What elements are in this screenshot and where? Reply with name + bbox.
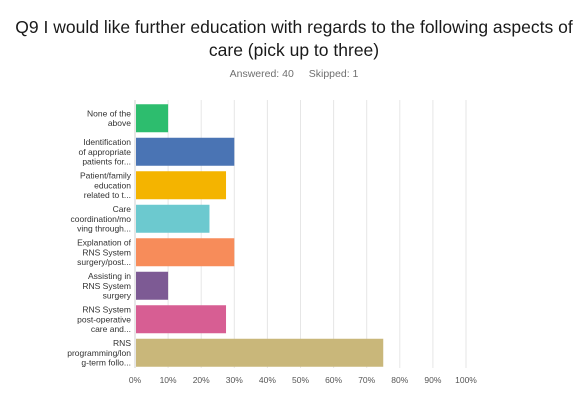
bar <box>136 338 384 367</box>
bars <box>136 104 384 367</box>
bar <box>136 271 169 300</box>
bar <box>136 204 210 233</box>
bar <box>136 238 235 267</box>
x-tick-label: 30% <box>226 375 243 385</box>
response-summary: Answered: 40 Skipped: 1 <box>0 68 588 80</box>
bar <box>136 305 227 334</box>
x-tick-label: 70% <box>358 375 375 385</box>
x-tick-label: 60% <box>325 375 342 385</box>
x-tick-label: 50% <box>292 375 309 385</box>
answered-count: Answered: 40 <box>229 68 294 80</box>
x-tick-label: 10% <box>160 375 177 385</box>
bar <box>136 104 169 133</box>
x-tick-label: 40% <box>259 375 276 385</box>
category-label: Assisting in RNS System surgery <box>82 271 131 300</box>
bar <box>136 171 227 200</box>
category-label: Care coordination/mo ving through... <box>71 204 132 233</box>
category-label: Explanation of RNS System surgery/post... <box>77 238 132 267</box>
category-label: RNS System post-operative care and... <box>77 305 131 334</box>
category-label: RNS programming/lon g-term follo... <box>67 338 131 367</box>
x-axis-ticks: 0% 10% 20% 30% 40% 50% 60% 70% 80% 90% 100% <box>129 375 477 385</box>
x-tick-label: 20% <box>193 375 210 385</box>
category-label: Patient/family education related to t... <box>80 171 132 200</box>
category-label: None of the above <box>87 108 131 128</box>
question-title: Q9 I would like further education with r… <box>15 17 573 60</box>
category-label: Identification of appropriate patients for… <box>79 137 132 166</box>
bar <box>136 137 235 166</box>
x-tick-label: 100% <box>455 375 477 385</box>
x-tick-label: 80% <box>391 375 408 385</box>
category-labels: None of the above Identification of appropr… <box>67 108 132 367</box>
x-tick-label: 90% <box>424 375 441 385</box>
grid-lines <box>167 100 467 368</box>
skipped-count: Skipped: 1 <box>308 68 359 80</box>
x-tick-label: 0% <box>129 375 142 385</box>
